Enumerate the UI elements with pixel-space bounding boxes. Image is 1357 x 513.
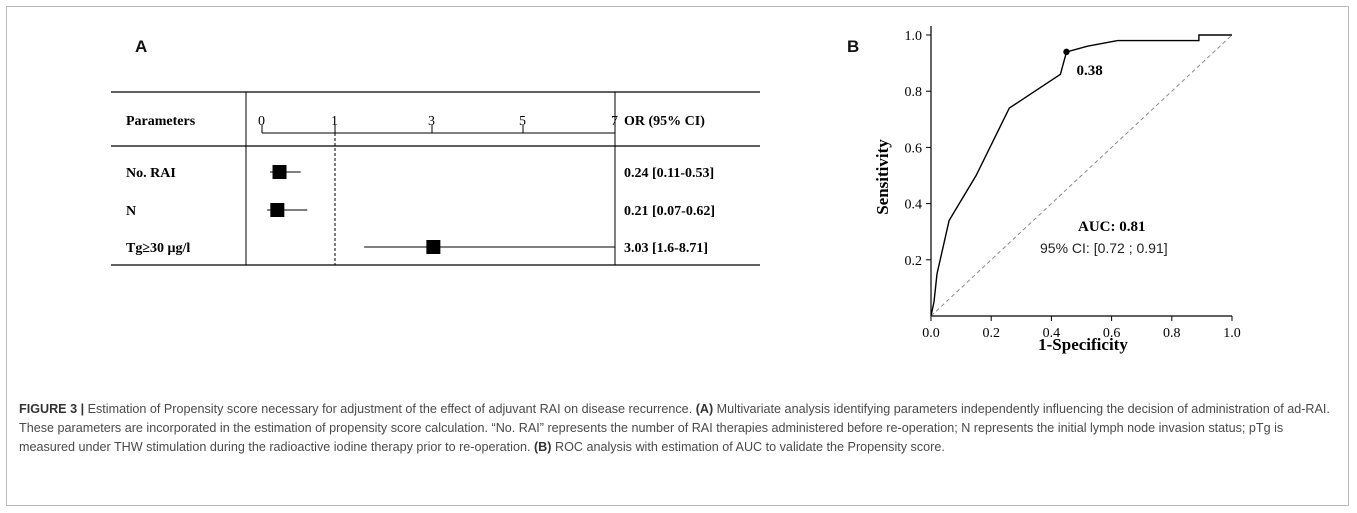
panel-b-label: B bbox=[847, 37, 860, 56]
roc-curve-line bbox=[930, 34, 1232, 317]
forest-plot: Parameters OR (95% CI) 0 1 3 5 7 No. RAI 0.24 … bbox=[111, 91, 760, 266]
caption-b-tag: (B) bbox=[533, 440, 552, 454]
forest-or-text: 3.03 [1.6-8.71] bbox=[624, 241, 708, 256]
roc-auc-label: AUC: 0.81 bbox=[1078, 219, 1146, 235]
forest-row-label: No. RAI bbox=[126, 166, 176, 181]
forest-row-label: N bbox=[126, 204, 136, 219]
caption-a-text: Multivariate analysis identifying parame… bbox=[19, 402, 1330, 454]
forest-tick-label: 3 bbox=[428, 114, 435, 129]
panel-a-label: A bbox=[135, 37, 148, 56]
forest-or-text: 0.24 [0.11-0.53] bbox=[624, 166, 714, 181]
forest-tick-label: 0 bbox=[258, 114, 265, 129]
forest-or-marker bbox=[426, 240, 441, 254]
figure-caption: FIGURE 3 | Estimation of Propensity scor… bbox=[19, 400, 1334, 457]
roc-x-tick-label: 0.2 bbox=[982, 326, 1000, 341]
forest-or-marker bbox=[270, 203, 285, 217]
forest-table-lines bbox=[111, 91, 760, 266]
roc-x-tick-label: 0.8 bbox=[1163, 326, 1181, 341]
roc-y-tick-label: 0.2 bbox=[905, 254, 923, 269]
roc-x-tick-label: 0.6 bbox=[1103, 326, 1121, 341]
figure-frame bbox=[6, 6, 1349, 506]
roc-y-tick-label: 0.4 bbox=[905, 198, 923, 213]
forest-tick-label: 5 bbox=[519, 114, 526, 129]
caption-intro: Estimation of Propensity score necessary… bbox=[84, 402, 696, 416]
forest-or-text: 0.21 [0.07-0.62] bbox=[624, 204, 715, 219]
forest-row-label: Tg≥30 μg/l bbox=[126, 241, 190, 256]
roc-y-tick-label: 1.0 bbox=[905, 29, 923, 44]
forest-tick-label: 7 bbox=[611, 114, 618, 129]
roc-cutoff-point bbox=[1063, 48, 1070, 56]
roc-chart: Sensitivity 1-Specificity AUC: 0.81 95% … bbox=[873, 26, 1241, 354]
caption-a-tag: (A) bbox=[695, 402, 714, 416]
roc-ylabel: Sensitivity bbox=[873, 139, 892, 215]
roc-ci-label: 95% CI: [0.72 ; 0.91] bbox=[1040, 240, 1168, 256]
roc-y-tick-label: 0.8 bbox=[905, 85, 923, 100]
roc-x-tick-label: 1.0 bbox=[1223, 326, 1241, 341]
roc-axes bbox=[930, 26, 1232, 317]
roc-x-tick-label: 0.0 bbox=[922, 326, 940, 341]
caption-b-text: ROC analysis with estimation of AUC to v… bbox=[551, 440, 945, 454]
roc-chance-diagonal bbox=[930, 34, 1233, 317]
forest-tick-label: 1 bbox=[331, 114, 338, 129]
roc-y-tick-label: 0.6 bbox=[905, 141, 923, 156]
forest-header-parameters: Parameters bbox=[126, 114, 196, 129]
roc-xlabel: 1-Specificity bbox=[1038, 335, 1128, 354]
roc-x-tick-label: 0.4 bbox=[1043, 326, 1061, 341]
forest-header-or: OR (95% CI) bbox=[624, 114, 705, 129]
caption-figure-label: FIGURE 3 | bbox=[19, 402, 85, 416]
roc-cutoff-label: 0.38 bbox=[1076, 63, 1102, 79]
forest-or-marker bbox=[272, 165, 287, 179]
